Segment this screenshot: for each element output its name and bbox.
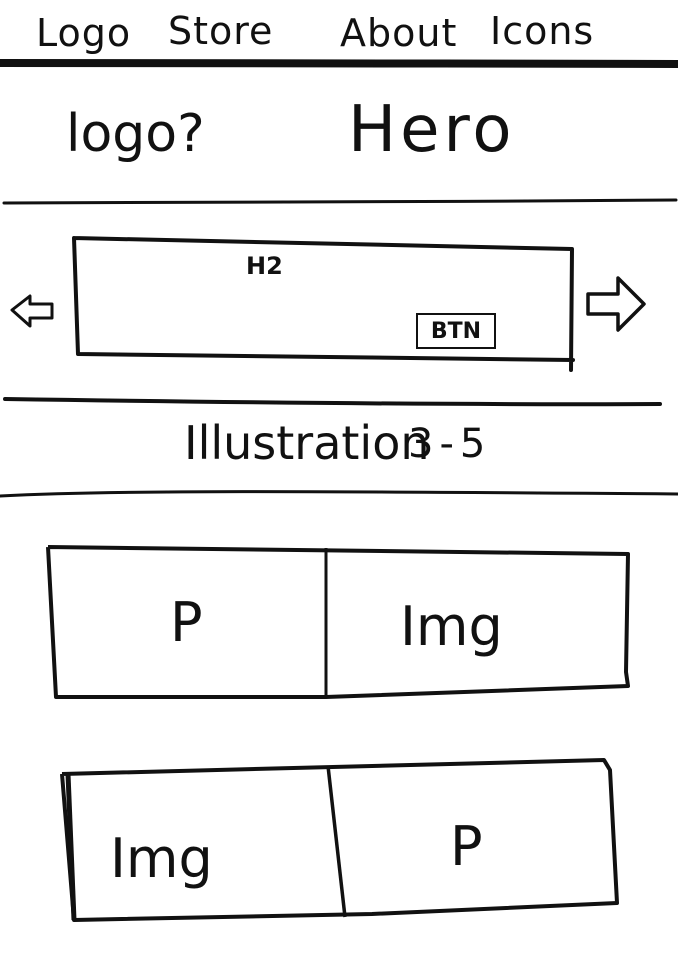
nav-item-icons[interactable]: Icons [490,9,595,53]
arrow-left-icon[interactable] [8,290,56,334]
row1-paragraph-placeholder: P [170,591,203,654]
hero-divider [2,198,678,205]
hero-title: Hero [348,93,516,167]
slider-divider [3,397,662,407]
nav-divider [0,58,678,68]
arrow-right-icon[interactable] [584,270,648,336]
slider-heading: H2 [246,252,283,280]
row2-left-edge [65,773,77,921]
row2-split [326,765,347,918]
nav-item-store[interactable]: Store [168,9,274,53]
row2-image-placeholder: Img [110,827,213,890]
illustration-count: 3-5 [408,421,492,467]
row1-image-placeholder: Img [400,595,503,658]
row2-paragraph-placeholder: P [450,815,483,878]
slider-frame [72,236,575,372]
illustration-label: Illustration [184,416,430,470]
row1-frame [46,545,630,699]
nav-item-about[interactable]: About [340,11,458,55]
hero-logo-label: logo? [66,104,205,164]
slider-cta-button[interactable]: BTN [416,313,496,349]
nav-logo[interactable]: Logo [36,11,132,55]
illustration-divider [0,490,678,498]
